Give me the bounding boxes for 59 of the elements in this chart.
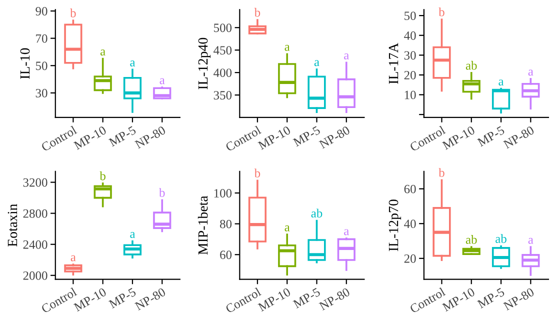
y-tick-label: 400 xyxy=(214,68,232,78)
annotation: b xyxy=(254,168,260,178)
y-tick-label: 500 xyxy=(214,24,232,32)
y-tick-label: 40 xyxy=(404,220,416,228)
annotation: a xyxy=(130,60,136,66)
annotation: a xyxy=(70,255,76,262)
x-tick-label: MP-5 xyxy=(476,288,506,309)
y-axis-title: MIP-1beta xyxy=(198,196,208,255)
y-tick-label: 50 xyxy=(404,12,416,20)
y-tick-label: 350 xyxy=(214,91,232,100)
annotation: a xyxy=(498,80,504,86)
annotation: a xyxy=(528,238,534,244)
annotation: b xyxy=(70,8,76,18)
y-tick-label: 60 xyxy=(404,184,416,194)
y-tick-label: 100 xyxy=(214,189,232,198)
y-tick-label: 30 xyxy=(36,88,48,98)
y-axis-title: Eotaxin xyxy=(8,204,18,247)
y-tick-label: 90 xyxy=(36,7,48,16)
annotation: a xyxy=(528,70,534,76)
annotation: ab xyxy=(496,234,506,243)
x-tick-label: MP-5 xyxy=(108,126,136,147)
annotation: a xyxy=(344,229,349,236)
annotation: b xyxy=(254,8,260,17)
x-tick-label: MP-5 xyxy=(476,126,506,147)
y-tick-label: 20 xyxy=(404,254,416,263)
annotation: b xyxy=(159,188,165,197)
y-tick-label: 50 xyxy=(36,62,48,70)
annotation: a xyxy=(100,50,106,56)
y-tick-label: 450 xyxy=(214,46,232,55)
annotation: a xyxy=(314,60,320,66)
x-tick-label: MP-5 xyxy=(292,288,321,309)
y-tick-label: 2800 xyxy=(23,209,48,218)
y-axis-title: IL-17A xyxy=(388,42,398,84)
y-tick-label: 2400 xyxy=(23,240,48,249)
y-tick-label: 3200 xyxy=(23,178,48,187)
annotation: b xyxy=(100,171,106,180)
annotation: a xyxy=(344,53,349,60)
annotation: a xyxy=(160,78,165,84)
y-axis-title: IL-10 xyxy=(20,48,30,79)
x-tick-label: MP-5 xyxy=(108,288,136,309)
annotation: a xyxy=(284,225,290,232)
y-tick-label: 30 xyxy=(404,51,416,60)
y-tick-label: 80 xyxy=(220,220,232,228)
annotation: b xyxy=(438,168,444,177)
y-tick-label: 10 xyxy=(404,90,416,100)
y-tick-label: 60 xyxy=(220,250,232,260)
annotation: ab xyxy=(466,235,477,244)
annotation: b xyxy=(438,7,444,16)
annotation: ab xyxy=(311,208,322,218)
x-tick-label: MP-5 xyxy=(292,126,321,147)
annotation: a xyxy=(284,44,290,51)
y-tick-label: 40 xyxy=(404,31,416,40)
y-axis-title: IL-12p40 xyxy=(198,38,211,90)
y-tick-label: 70 xyxy=(36,34,48,43)
annotation: ab xyxy=(466,60,477,70)
y-tick-label: 2000 xyxy=(23,271,48,280)
y-axis-title: IL-12p70 xyxy=(388,200,402,252)
y-tick-label: 20 xyxy=(404,70,416,80)
annotation: a xyxy=(130,232,136,238)
